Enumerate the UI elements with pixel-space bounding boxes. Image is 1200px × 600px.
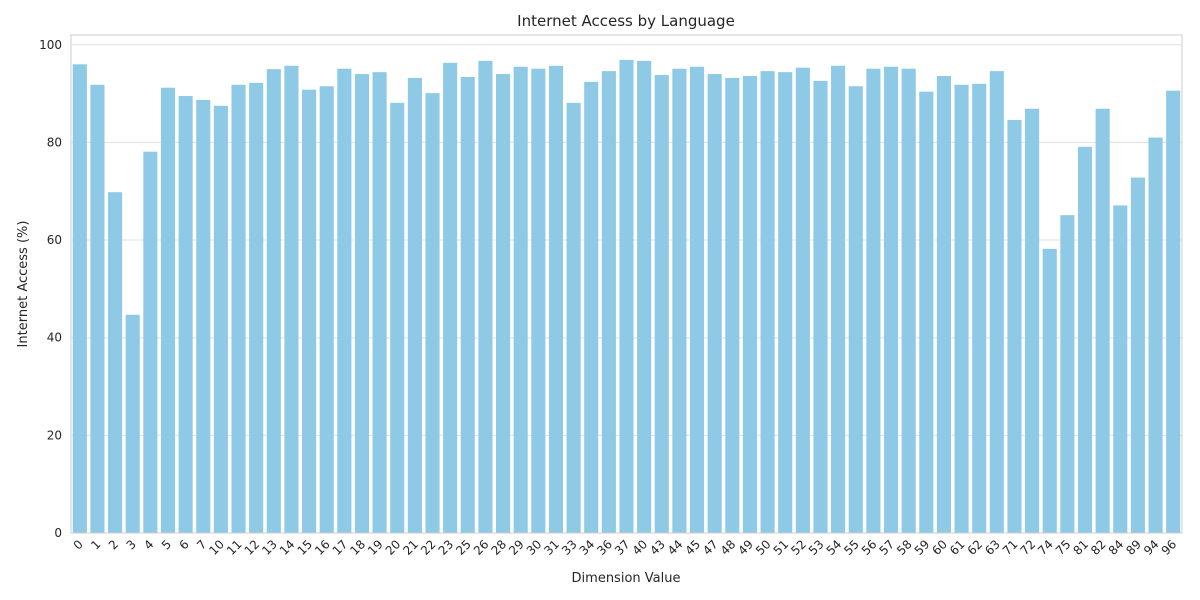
bar-44 [672, 68, 687, 533]
x-tick-label: 7 [194, 537, 209, 552]
bar-54 [831, 65, 846, 534]
bar-71 [1007, 119, 1022, 533]
bar-63 [989, 71, 1004, 534]
y-tick-label: 20 [47, 428, 62, 442]
bar-26 [478, 60, 493, 534]
bar-12 [249, 82, 264, 534]
x-axis-label: Dimension Value [572, 571, 681, 586]
bar-11 [231, 84, 246, 534]
x-tick-labels: 0 1 2 3 4 5 6 710111213141516171819202122232526… [71, 537, 1180, 558]
bar-5 [160, 87, 176, 534]
bar-2 [108, 192, 123, 533]
y-tick-label: 60 [47, 233, 62, 247]
bar-10 [213, 105, 228, 533]
bar-53 [813, 80, 828, 534]
bar-23 [443, 62, 458, 534]
bar-21 [407, 77, 422, 533]
x-tick-label: 5 [159, 537, 174, 552]
plot-frame [70, 34, 1183, 534]
bar-28 [496, 74, 511, 533]
bar-94 [1148, 137, 1163, 533]
bar-72 [1025, 108, 1040, 534]
bar-34 [584, 81, 599, 533]
bar-84 [1113, 205, 1128, 534]
bar-48 [725, 77, 740, 533]
bar-3 [125, 314, 140, 533]
x-tick-label: 2 [106, 537, 121, 552]
bar-4 [143, 151, 158, 533]
bar-75 [1060, 215, 1075, 534]
bar-25 [460, 76, 475, 534]
bar-89 [1130, 177, 1145, 534]
bar-14 [284, 65, 299, 534]
bar-96 [1166, 90, 1181, 534]
y-tick-label: 80 [47, 135, 62, 149]
x-tick-label: 0 [71, 537, 86, 552]
bar-22 [425, 93, 440, 533]
bar-0 [72, 64, 87, 533]
bar-74 [1042, 248, 1057, 534]
y-tick-label: 40 [47, 331, 62, 345]
bar-7 [196, 99, 211, 533]
bar-45 [689, 66, 705, 533]
bar-33 [566, 102, 581, 533]
plot-border [70, 34, 1183, 534]
bar-56 [866, 68, 881, 533]
bar-81 [1077, 146, 1093, 533]
bar-29 [513, 66, 528, 533]
bar-1 [90, 84, 105, 534]
bar-13 [266, 69, 281, 534]
bar-16 [319, 86, 334, 533]
bar-82 [1095, 108, 1110, 534]
chart-title: Internet Access by Language [517, 12, 735, 30]
bar-6 [178, 96, 193, 533]
bar-43 [654, 75, 669, 534]
bar-15 [302, 89, 317, 534]
x-tick-label: 4 [141, 537, 156, 552]
bars [72, 59, 1181, 534]
bar-30 [531, 68, 546, 533]
bar-52 [795, 67, 810, 533]
bar-50 [760, 71, 775, 534]
bar-40 [637, 60, 652, 534]
bar-20 [390, 102, 405, 533]
x-tick-label: 6 [176, 537, 191, 552]
bar-61 [954, 84, 969, 534]
bar-19 [372, 72, 387, 533]
bar-47 [707, 74, 722, 533]
bar-59 [919, 91, 934, 534]
x-tick-label: 1 [88, 537, 103, 552]
bar-36 [601, 71, 616, 534]
bar-17 [337, 68, 352, 533]
bar-31 [548, 65, 564, 534]
y-tick-label: 100 [39, 38, 62, 52]
bar-49 [742, 76, 757, 533]
bar-37 [619, 59, 634, 534]
bar-58 [901, 68, 916, 533]
bar-57 [883, 66, 899, 533]
x-tick-label: 96 [1159, 537, 1180, 558]
bar-51 [778, 72, 793, 533]
bar-62 [972, 83, 987, 533]
x-tick-label: 3 [124, 537, 139, 552]
y-tick-label: 0 [54, 526, 62, 540]
y-axis-label: Internet Access (%) [16, 221, 31, 348]
bar-60 [936, 76, 951, 533]
bar-55 [848, 86, 863, 533]
y-tick-labels: 0 20 40 60 80 100 [39, 38, 62, 540]
bar-18 [354, 74, 370, 533]
